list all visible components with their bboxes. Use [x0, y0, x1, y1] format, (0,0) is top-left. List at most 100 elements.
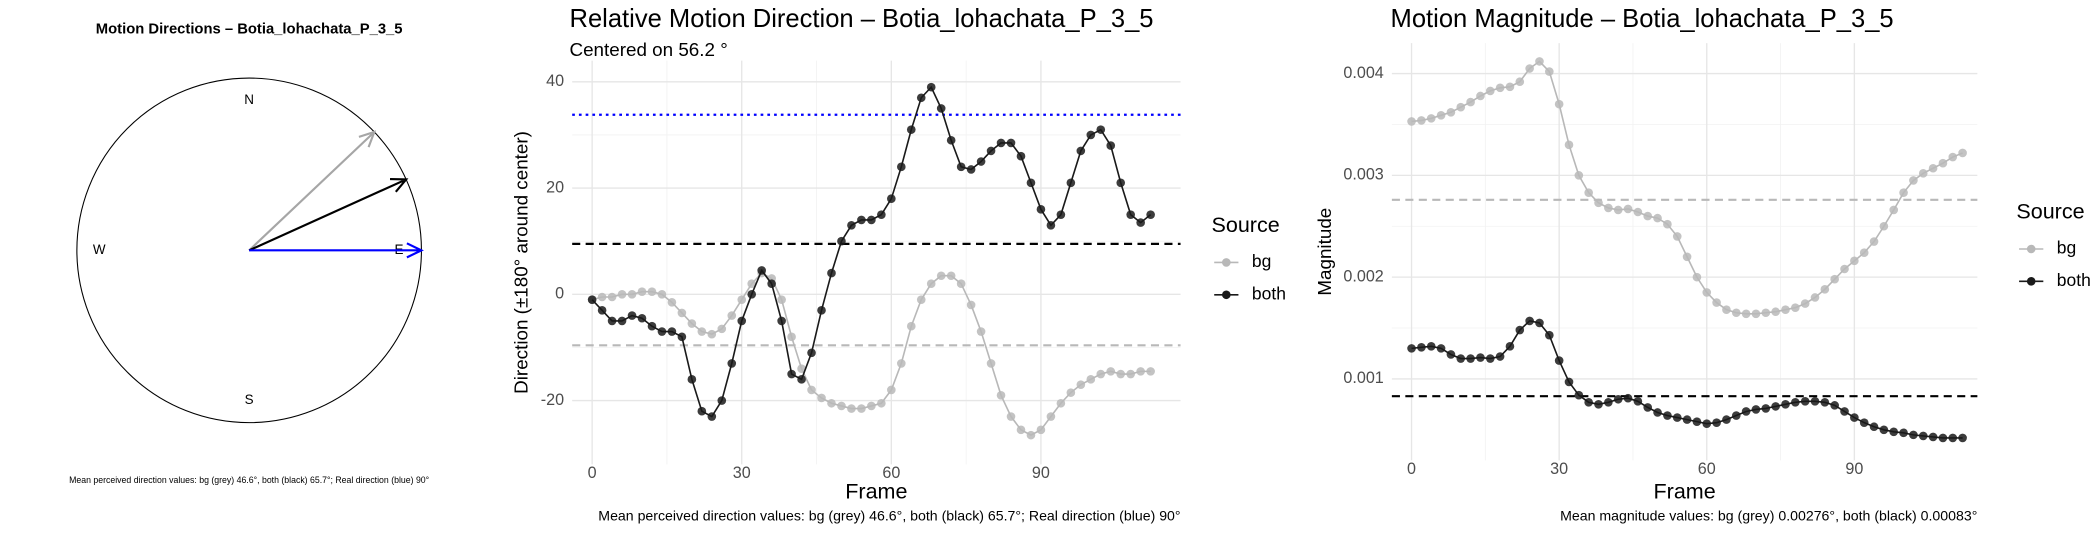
data-point [1535, 57, 1544, 66]
data-point [667, 327, 677, 336]
data-point [797, 364, 806, 374]
x-tick-label: 60 [882, 464, 900, 482]
data-point [1066, 178, 1076, 188]
legend-key-point [1222, 290, 1231, 300]
data-point [1741, 407, 1751, 416]
data-point [1407, 344, 1416, 353]
data-point [1146, 210, 1155, 219]
compass-label: N [244, 92, 254, 107]
data-point [1564, 140, 1574, 150]
data-point [727, 311, 737, 320]
data-point [916, 93, 926, 103]
data-point [936, 271, 946, 281]
data-point [1006, 138, 1016, 148]
data-point [1574, 171, 1584, 180]
data-point [1850, 413, 1859, 422]
data-point [717, 396, 727, 405]
data-point [1613, 394, 1623, 404]
data-point [1046, 220, 1056, 230]
data-point [1545, 67, 1554, 76]
data-point [1136, 367, 1145, 376]
data-point [837, 401, 846, 411]
data-point [1056, 210, 1066, 219]
data-point [1712, 418, 1721, 427]
legend-title: Source [1212, 213, 1280, 237]
data-point [1859, 248, 1869, 258]
data-point [867, 215, 876, 225]
compass-label: S [245, 392, 254, 407]
data-point [687, 375, 697, 384]
data-point [657, 327, 667, 336]
data-point [857, 215, 866, 225]
data-point [1525, 64, 1534, 73]
data-point [1663, 411, 1672, 420]
data-point [1604, 203, 1613, 213]
data-point [1771, 402, 1780, 411]
x-tick-label: 30 [1550, 460, 1568, 478]
x-tick-label: 60 [1698, 460, 1716, 478]
data-point [877, 210, 886, 219]
data-point [976, 157, 986, 166]
data-point [697, 406, 707, 416]
data-point [1682, 415, 1692, 424]
data-point [1840, 264, 1849, 274]
data-point [1495, 352, 1505, 361]
data-point [1741, 309, 1751, 319]
data-point [1505, 82, 1515, 92]
data-point [1426, 342, 1436, 351]
chart-title: Motion Directions – Botia_lohachata_P_3_… [96, 22, 403, 38]
data-point [1653, 213, 1662, 223]
legend-key-point [2026, 276, 2036, 286]
data-point [807, 348, 816, 358]
data-point [737, 316, 747, 326]
data-point [1456, 102, 1466, 112]
data-point [1879, 221, 1889, 231]
data-point [1525, 316, 1534, 326]
data-point [1485, 354, 1495, 363]
data-point [1106, 367, 1116, 376]
data-point [727, 359, 737, 368]
data-point [946, 135, 956, 145]
data-point [697, 327, 707, 336]
data-point [1466, 354, 1475, 363]
data-point [1781, 400, 1790, 409]
data-point [1535, 318, 1544, 328]
data-point [737, 295, 747, 304]
data-point [1751, 405, 1761, 414]
chart-title: Relative Motion Direction – Botia_lohach… [569, 5, 1153, 33]
data-point [1879, 425, 1889, 435]
data-point [926, 279, 936, 289]
data-point [1407, 117, 1416, 126]
data-point [1515, 325, 1525, 335]
data-point [1633, 207, 1643, 217]
data-point [787, 332, 796, 342]
data-point [647, 287, 657, 296]
data-point [797, 375, 806, 384]
data-point [1702, 419, 1712, 428]
y-tick-label: 0 [555, 285, 564, 303]
data-point [707, 329, 717, 339]
data-point [1076, 380, 1086, 389]
data-point [1909, 430, 1918, 440]
data-point [607, 292, 617, 302]
data-point [1643, 211, 1653, 221]
data-point [1006, 412, 1016, 421]
data-point [1702, 288, 1712, 297]
data-point [1417, 343, 1426, 352]
data-point [1781, 305, 1790, 315]
data-point [1810, 293, 1820, 302]
x-tick-label: 90 [1032, 464, 1050, 482]
data-point [1554, 99, 1564, 109]
x-tick-label: 0 [1407, 460, 1416, 478]
data-point [867, 401, 876, 411]
data-point [1692, 417, 1702, 426]
data-point [1791, 398, 1800, 407]
data-point [1958, 148, 1967, 158]
data-point [1889, 205, 1899, 215]
data-point [1106, 141, 1116, 150]
data-point [1869, 237, 1879, 246]
data-point [1820, 398, 1830, 407]
data-point [1672, 413, 1682, 422]
y-tick-label: 0.002 [1343, 267, 1383, 285]
